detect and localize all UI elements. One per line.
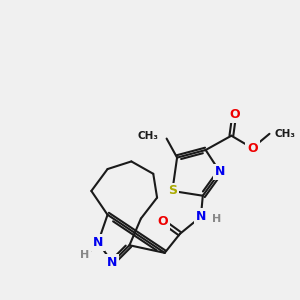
Text: O: O bbox=[158, 215, 168, 228]
Text: H: H bbox=[80, 250, 89, 260]
Text: N: N bbox=[196, 210, 206, 223]
Text: O: O bbox=[229, 108, 239, 121]
Text: CH₃: CH₃ bbox=[274, 129, 295, 139]
Text: N: N bbox=[107, 256, 118, 269]
Text: H: H bbox=[212, 214, 222, 224]
Text: S: S bbox=[168, 184, 177, 197]
Text: N: N bbox=[93, 236, 103, 249]
Text: N: N bbox=[215, 165, 225, 178]
Text: O: O bbox=[247, 142, 258, 154]
Text: CH₃: CH₃ bbox=[138, 131, 159, 141]
